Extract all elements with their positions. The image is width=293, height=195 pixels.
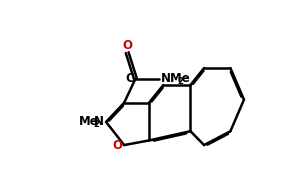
Text: O: O [122, 39, 132, 51]
Text: Me: Me [79, 115, 98, 129]
Text: 2: 2 [93, 120, 99, 129]
Text: NMe: NMe [161, 72, 191, 85]
Text: C: C [125, 72, 134, 85]
Text: 2: 2 [177, 77, 183, 86]
Text: N: N [94, 115, 104, 129]
Text: O: O [113, 139, 122, 152]
